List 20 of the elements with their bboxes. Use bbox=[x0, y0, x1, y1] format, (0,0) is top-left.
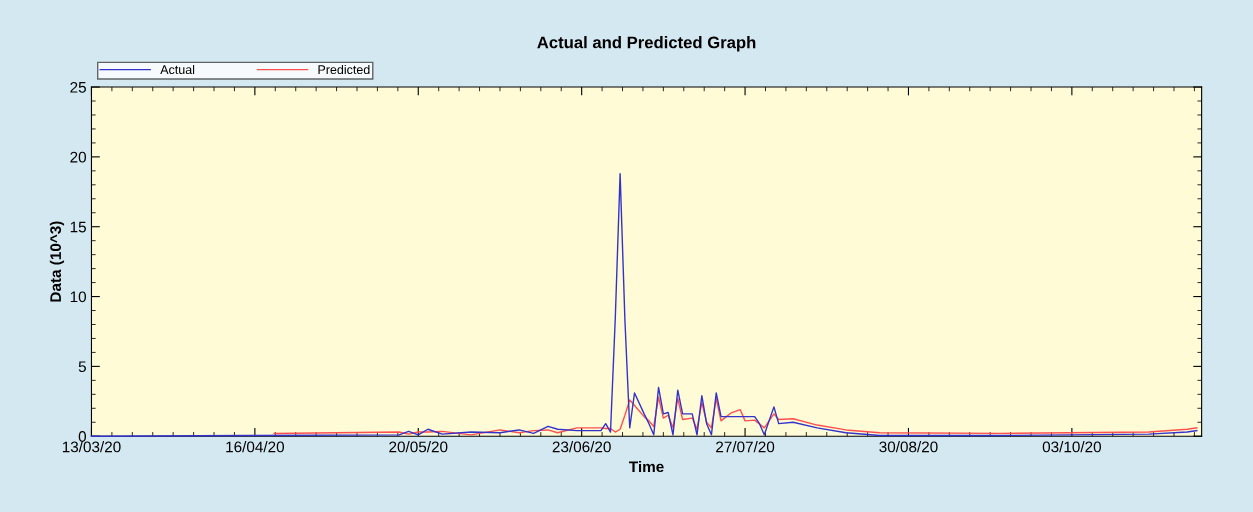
x-tick-label: 16/04/20 bbox=[226, 441, 285, 453]
y-tick-label: 5 bbox=[78, 361, 86, 373]
x-tick-label: 27/07/20 bbox=[716, 441, 775, 453]
y-axis-title: Data (10^3) bbox=[49, 221, 65, 302]
y-tick-label: 25 bbox=[70, 81, 86, 93]
y-tick-label: 15 bbox=[70, 221, 86, 233]
x-tick-label: 13/03/20 bbox=[62, 441, 121, 453]
legend-label: Predicted bbox=[318, 64, 370, 75]
x-tick-label: 03/10/20 bbox=[1042, 441, 1102, 453]
line-series bbox=[273, 396, 1198, 436]
line-series bbox=[90, 172, 1198, 437]
x-tick-label: 23/06/20 bbox=[552, 441, 611, 453]
y-tick-label: 0 bbox=[78, 431, 87, 442]
x-tick-label: 30/08/20 bbox=[879, 441, 938, 453]
x-tick-label: 20/05/20 bbox=[389, 441, 448, 453]
y-tick-label: 10 bbox=[70, 291, 87, 303]
legend-label: Actual bbox=[160, 64, 195, 75]
y-tick-label: 20 bbox=[70, 151, 87, 163]
x-axis-title: Time bbox=[629, 460, 664, 473]
chart-title: Actual and Predicted Graph bbox=[537, 36, 756, 52]
